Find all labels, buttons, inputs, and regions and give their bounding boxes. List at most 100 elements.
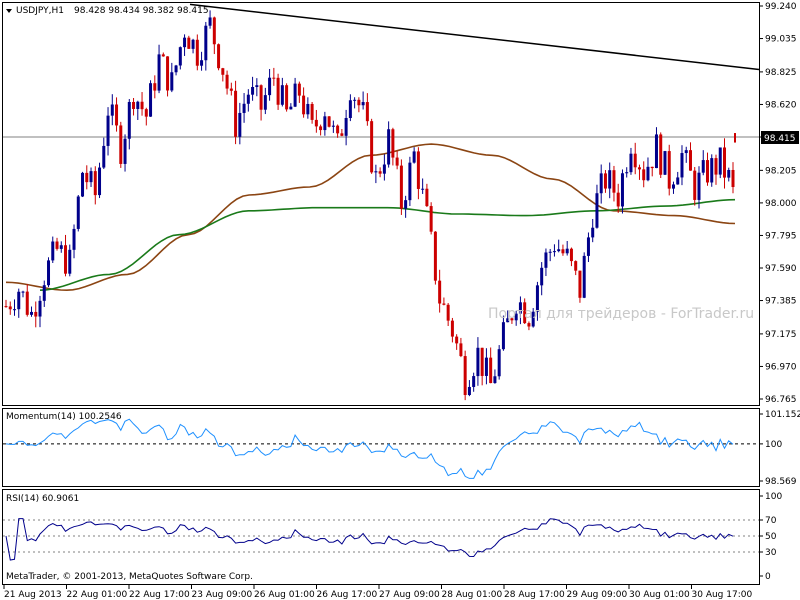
candle-body [642,169,646,181]
candle-body [64,245,68,274]
candle-body [416,151,420,189]
candle-body [374,171,378,173]
candle-body [127,101,131,139]
candle-body [489,357,493,384]
time-tick-label: 21 Aug 2013 [4,590,62,600]
candle-body [89,171,93,183]
candle-body [183,37,187,48]
momentum-tick-label: 98.569 [765,477,797,487]
candle-body [421,188,425,190]
candle-body [302,95,306,115]
candle-body [140,101,144,110]
candle-body [476,347,480,377]
candle-body [285,85,289,110]
candle-body [38,300,42,317]
candle-body [676,177,680,185]
rsi-tick-label: 100 [765,492,782,502]
candle-body [718,147,722,175]
candle-body [544,252,548,268]
time-tick-label: 26 Aug 17:00 [317,590,378,600]
main-panel-frame [2,2,760,406]
candle-body [612,170,616,193]
candle-body [616,192,620,207]
ma-green-line [39,198,736,291]
candle-body [531,311,535,327]
candle-body [106,115,110,146]
candle-body [637,167,641,170]
rsi-label: RSI(14) 60.9061 [6,494,79,504]
rsi-panel-frame [2,489,760,585]
candle-body [497,349,501,377]
price-tick-label: 97.385 [765,297,797,307]
candle-body [565,248,569,254]
candle-body [200,60,204,66]
watermark: Портал для трейдеров - ForTrader.ru [488,306,754,322]
candle-body [319,126,323,131]
candle-body [8,306,12,310]
price-tick-label: 98.000 [765,199,797,209]
candle-body [212,17,216,45]
candle-body [191,39,195,49]
candle-body [259,85,263,110]
candle-body [136,101,140,109]
candle-body [399,165,403,209]
trendline [189,3,760,71]
candle-body [404,200,408,209]
time-tick-label: 30 Aug 17:00 [692,590,753,600]
candle-body [246,94,250,104]
candle-body [603,173,607,189]
candle-body [569,248,573,262]
candle-body [714,158,718,175]
candle-body [144,109,148,117]
candle-body [595,193,599,228]
price-tick-label: 99.240 [765,2,797,12]
candle-body [13,309,17,311]
candle-body [21,291,25,293]
candle-body [68,249,72,274]
rsi-line [5,518,734,561]
candle-body [310,103,314,120]
candle-body [25,291,29,315]
time-tick-label: 27 Aug 09:00 [379,590,440,600]
candle-body [306,103,310,115]
price-tick-label: 97.795 [765,231,797,241]
candle-body [195,39,199,66]
candle-body [578,270,582,298]
candle-body [591,227,595,238]
candle-body [336,125,340,134]
candle-body [4,306,8,308]
price-tick-label: 98.620 [765,100,797,110]
candle-body [365,102,369,122]
candle-body [506,318,510,323]
candle-body [289,106,293,110]
candle-body [123,138,127,164]
candles [4,10,736,401]
candle-body [510,318,514,321]
momentum-label: Momentum(14) 100.2546 [6,412,122,422]
momentum-line [5,418,734,479]
dropdown-icon[interactable] [6,9,12,13]
candle-body [314,119,318,127]
candle-body [395,157,399,166]
time-tick-label: 30 Aug 01:00 [629,590,690,600]
candle-body [327,116,331,127]
candle-body [340,133,344,136]
candle-body [59,245,63,249]
candle-body [263,95,267,110]
copyright: MetaTrader, © 2001-2013, MetaQuotes Soft… [6,572,253,582]
rsi-tick-label: 50 [765,532,777,542]
time-tick-label: 28 Aug 01:00 [442,590,503,600]
candle-body [55,241,59,249]
momentum-panel-frame [2,408,760,487]
candle-body [234,90,238,137]
candle-body [633,153,637,168]
momentum-tick-label: 100 [765,440,782,450]
candle-body [157,54,161,91]
candle-body [280,85,284,105]
candle-body [523,302,527,324]
candle-body [484,357,488,376]
candle-body [187,37,191,49]
candle-body [255,85,259,88]
candle-body [671,184,675,189]
candle-body [586,237,590,256]
